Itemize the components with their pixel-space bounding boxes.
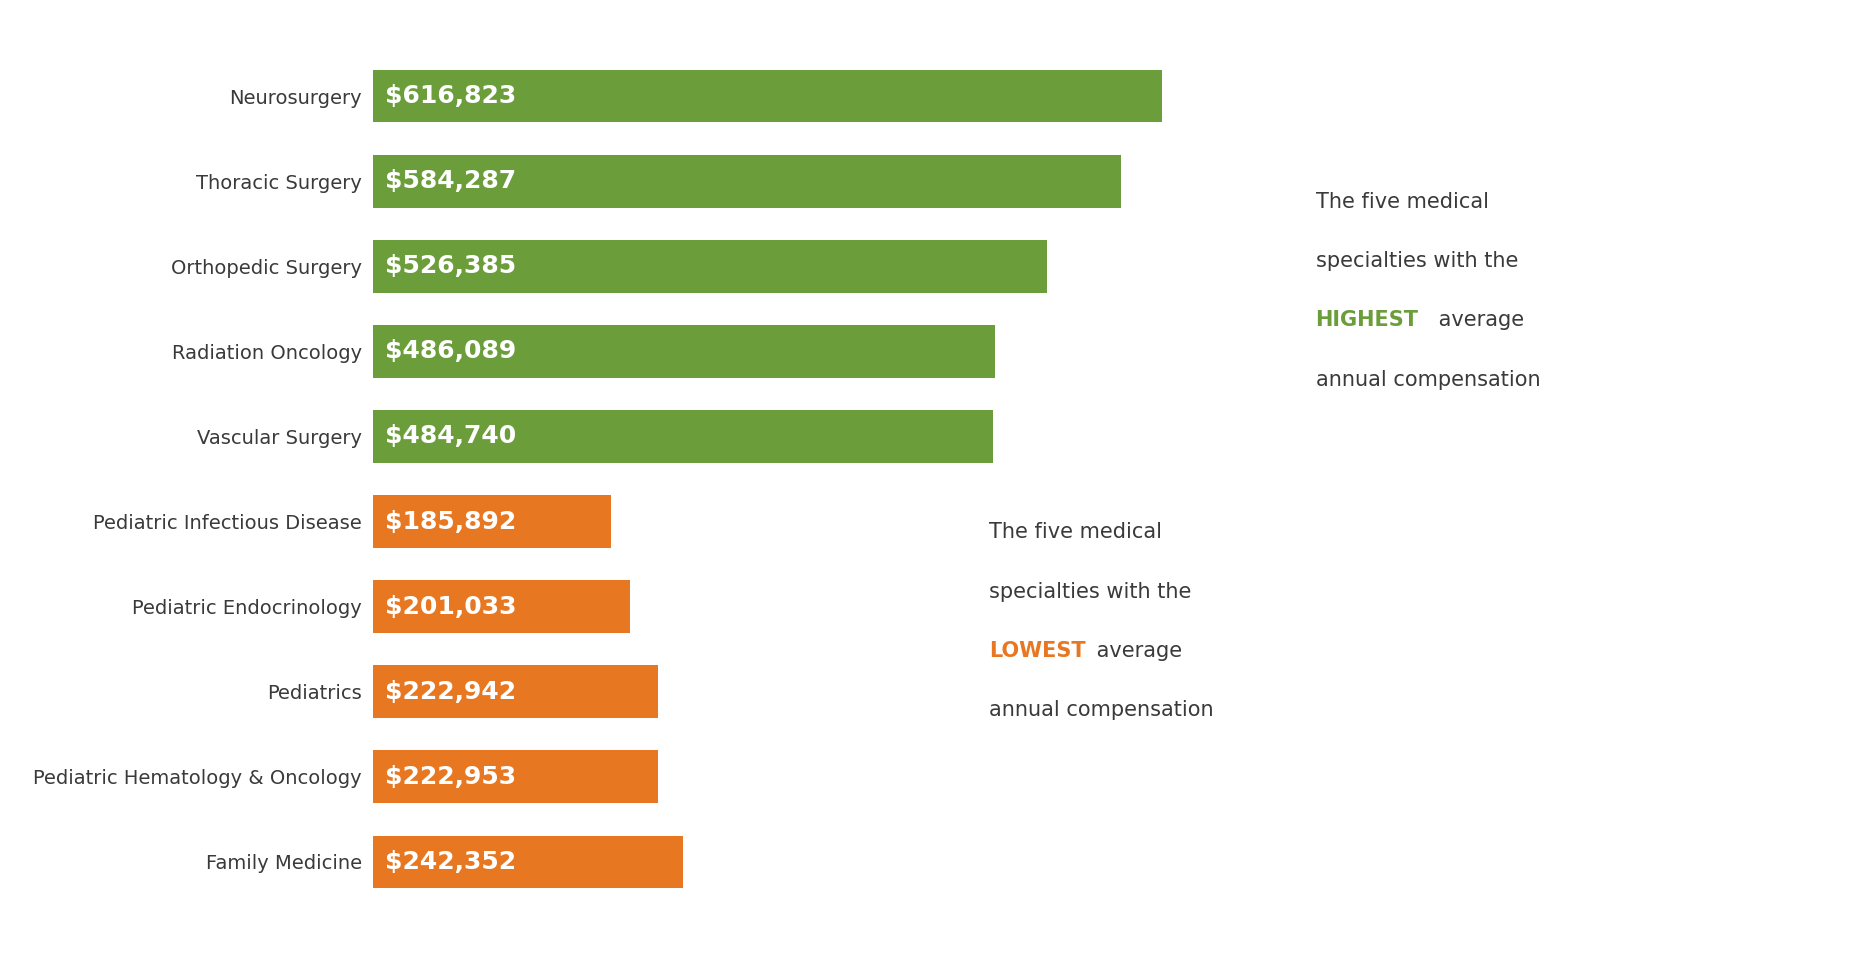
Text: $242,352: $242,352 bbox=[384, 850, 515, 874]
Text: specialties with the: specialties with the bbox=[1316, 251, 1517, 271]
Bar bbox=[373, 835, 683, 888]
Bar bbox=[373, 240, 1047, 292]
Text: average: average bbox=[1090, 641, 1181, 661]
Text: $222,953: $222,953 bbox=[384, 764, 515, 788]
Bar bbox=[373, 70, 1163, 123]
Text: annual compensation: annual compensation bbox=[989, 700, 1213, 720]
Text: specialties with the: specialties with the bbox=[989, 582, 1191, 602]
Text: average: average bbox=[1433, 310, 1525, 331]
Bar bbox=[373, 410, 993, 463]
Text: LOWEST: LOWEST bbox=[989, 641, 1086, 661]
Text: $185,892: $185,892 bbox=[384, 510, 517, 534]
Text: $584,287: $584,287 bbox=[384, 170, 515, 194]
Text: annual compensation: annual compensation bbox=[1316, 370, 1539, 390]
Bar bbox=[373, 581, 631, 633]
Bar bbox=[373, 495, 610, 548]
Bar bbox=[373, 666, 659, 718]
Text: The five medical: The five medical bbox=[1316, 192, 1489, 212]
Text: $486,089: $486,089 bbox=[384, 339, 517, 363]
Bar bbox=[373, 325, 995, 377]
Text: $222,942: $222,942 bbox=[384, 680, 515, 704]
Text: HIGHEST: HIGHEST bbox=[1316, 310, 1418, 331]
Bar bbox=[373, 750, 659, 803]
Text: The five medical: The five medical bbox=[989, 522, 1163, 542]
Text: $616,823: $616,823 bbox=[384, 84, 517, 108]
Text: $526,385: $526,385 bbox=[384, 254, 515, 278]
Text: $201,033: $201,033 bbox=[384, 595, 517, 619]
Text: $484,740: $484,740 bbox=[384, 424, 517, 448]
Bar bbox=[373, 155, 1121, 208]
